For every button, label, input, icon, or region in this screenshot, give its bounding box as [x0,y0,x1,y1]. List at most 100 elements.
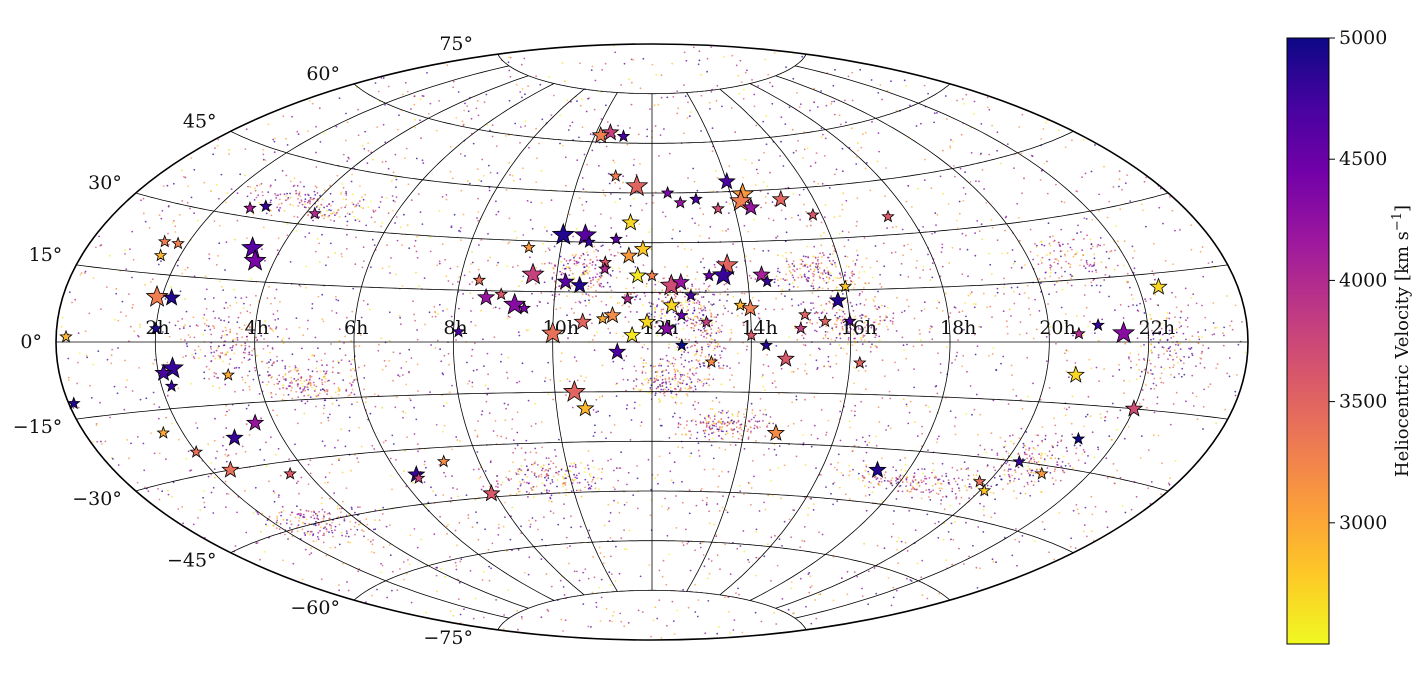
background-point [610,275,612,277]
background-point [391,209,394,212]
background-point [710,313,713,316]
background-point [360,445,363,448]
background-point [790,370,793,373]
background-point [1095,269,1097,272]
background-point [1049,252,1052,254]
background-point [158,214,161,217]
background-point [472,369,475,372]
background-point [563,517,565,520]
background-point [388,339,391,342]
background-point [1197,335,1200,338]
background-point [497,534,500,536]
background-point [699,354,702,357]
background-point [674,315,676,318]
background-point [245,327,248,330]
background-point [780,140,782,143]
background-point [883,547,886,550]
background-point [862,479,864,482]
background-point [813,503,815,505]
background-point [838,277,841,280]
background-point [476,168,479,171]
background-point [683,427,686,429]
background-point [1202,428,1204,430]
background-point [996,131,999,134]
background-point [356,401,359,403]
background-point [590,485,593,488]
background-point [820,221,823,224]
background-point [280,511,283,514]
background-point [710,332,713,334]
background-point [356,528,359,531]
background-point [1139,345,1142,348]
background-point [210,348,213,350]
background-point [132,258,135,261]
background-point [538,142,540,145]
background-point [471,251,473,253]
background-point [1055,183,1057,186]
background-point [835,354,837,357]
background-point [746,430,749,433]
background-point [532,463,535,466]
background-point [524,451,527,454]
background-point [1041,243,1043,246]
background-point [531,489,533,491]
background-point [346,160,349,163]
background-point [654,311,656,313]
background-point [680,402,683,405]
background-point [567,267,570,269]
background-point [737,74,740,77]
background-point [297,480,299,483]
background-point [1009,468,1012,471]
background-point [594,482,597,485]
background-point [150,432,153,435]
background-point [931,471,933,474]
background-point [1089,320,1091,323]
background-point [571,478,574,481]
background-point [1072,334,1074,337]
background-point [401,285,404,287]
background-point [599,552,602,555]
background-point [229,328,232,331]
background-point [1231,328,1234,331]
background-point [1133,267,1136,270]
background-point [352,287,355,290]
background-point [780,209,783,212]
background-point [682,327,685,330]
background-point [269,359,272,361]
background-point [318,216,320,219]
background-point [1118,178,1121,181]
background-point [338,216,341,218]
background-point [1049,275,1052,278]
background-point [569,465,571,468]
background-point [535,75,537,78]
background-point [633,158,636,161]
background-point [282,337,284,340]
background-point [565,477,567,480]
background-point [573,259,576,262]
background-point [660,74,663,76]
background-point [343,519,346,522]
background-point [566,99,569,102]
background-point [1086,413,1089,416]
background-point [910,248,913,251]
background-point [224,326,227,329]
background-point [822,277,825,280]
background-point [941,310,944,312]
background-point [323,206,325,209]
background-point [982,292,985,295]
background-point [318,208,321,211]
background-point [739,59,742,62]
background-point [821,533,824,536]
background-point [610,193,612,195]
background-point [228,409,231,411]
background-point [348,416,351,419]
background-point [1168,366,1171,369]
background-point [571,254,574,257]
background-point [935,492,938,495]
background-point [288,337,290,340]
background-point [763,454,765,456]
background-point [712,349,715,352]
background-point [276,249,279,252]
background-point [823,231,825,234]
